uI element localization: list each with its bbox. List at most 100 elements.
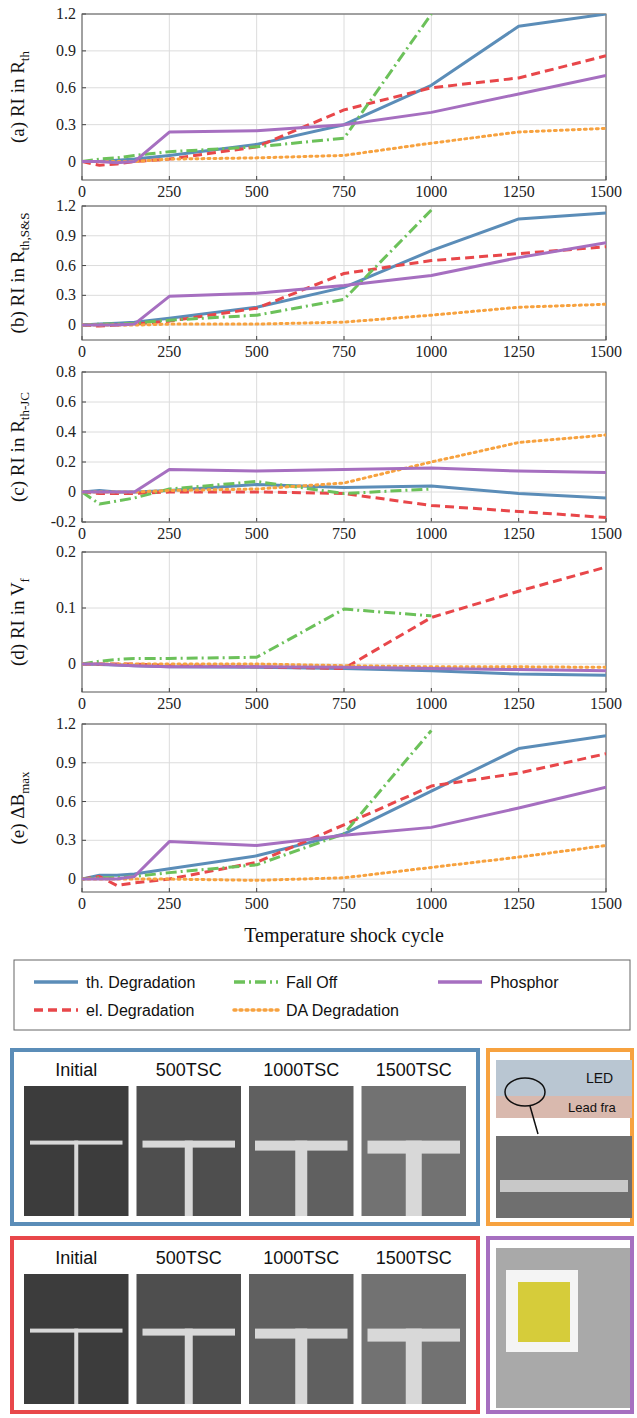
plot-frame <box>82 372 606 522</box>
plot-frame <box>82 14 606 180</box>
grid-line <box>82 235 606 236</box>
photo-caption: 1000TSC <box>263 1248 339 1268</box>
legend-swatch <box>234 980 278 984</box>
photo-caption: Initial <box>55 1060 97 1080</box>
photo-frame <box>488 1238 632 1412</box>
plot-frame <box>82 552 606 692</box>
tick <box>518 888 519 892</box>
photo-caption: 500TSC <box>156 1248 222 1268</box>
grid-line <box>82 402 606 403</box>
tick-label: 0 <box>68 655 76 672</box>
series-line: el. Degradation <box>82 754 606 886</box>
legend-label: Fall Off <box>286 974 338 991</box>
photo <box>496 1136 632 1218</box>
series-line: th. Degradation <box>82 736 606 879</box>
tick <box>344 336 345 340</box>
photo-detail <box>506 1270 578 1352</box>
photo-label: Lead fra <box>568 1100 616 1115</box>
tick-label: 0.6 <box>56 393 76 410</box>
photo-detail <box>518 1282 570 1342</box>
axis-title: (a) RI in Rth <box>7 51 32 143</box>
tick-label: 0 <box>68 870 76 887</box>
tick-label: 0.4 <box>56 423 76 440</box>
tick <box>344 888 345 892</box>
tick-label: 1.2 <box>56 5 76 22</box>
tick <box>256 688 257 692</box>
tick-label: 0 <box>78 183 86 200</box>
axis-title: Temperature shock cycle <box>244 924 444 947</box>
plot-frame <box>82 206 606 340</box>
legend-label: Phosphor <box>490 974 559 991</box>
grid-line <box>169 552 170 692</box>
legend-swatch <box>438 980 482 984</box>
grid-line <box>256 206 257 340</box>
photo <box>249 1274 354 1404</box>
axis-title-main: (c) RI in R <box>7 420 29 502</box>
photo-caption: 1500TSC <box>376 1060 452 1080</box>
tick <box>431 176 432 180</box>
series-line: el. Degradation <box>82 492 606 518</box>
grid-line <box>256 552 257 692</box>
tick <box>256 888 257 892</box>
tick-label: 0 <box>78 525 86 542</box>
axis-title-sub: th-JC <box>17 392 32 420</box>
tick <box>344 176 345 180</box>
highlight <box>505 1078 545 1106</box>
photo-detail <box>74 1141 78 1216</box>
tick <box>169 176 170 180</box>
grid-line <box>169 724 170 892</box>
tick-label: 0 <box>68 153 76 170</box>
grid-line <box>431 206 432 340</box>
axis-title: (c) RI in Rth-JC <box>7 392 32 502</box>
tick-label: 1000 <box>415 343 447 360</box>
tick-label: 500 <box>245 895 269 912</box>
tick-label: -0.2 <box>51 513 76 530</box>
photo-frame <box>12 1238 478 1412</box>
tick-label: 1500 <box>590 183 622 200</box>
tick-label: 0.9 <box>56 42 76 59</box>
series-line: Phosphor <box>82 787 606 879</box>
series-line: DA Degradation <box>82 435 606 492</box>
tick-label: 0 <box>78 695 86 712</box>
tick <box>169 336 170 340</box>
axis-title-main: (e) ΔB <box>7 794 29 845</box>
tick <box>256 176 257 180</box>
tick-label: 1250 <box>503 525 535 542</box>
tick-label: 0.1 <box>56 599 76 616</box>
tick <box>518 688 519 692</box>
series-line: el. Degradation <box>82 567 606 668</box>
tick <box>82 295 86 296</box>
legend-swatch <box>234 1008 278 1012</box>
tick-label: 0.3 <box>56 116 76 133</box>
background <box>0 0 637 1418</box>
tick <box>82 762 86 763</box>
tick-label: 0.9 <box>56 754 76 771</box>
tick-label: 500 <box>245 343 269 360</box>
photo <box>362 1274 467 1404</box>
tick <box>82 402 86 403</box>
tick <box>518 518 519 522</box>
photo-caption: 1500TSC <box>376 1248 452 1268</box>
tick-label: 1500 <box>590 343 622 360</box>
photo <box>496 1248 630 1408</box>
grid-line <box>82 462 606 463</box>
photo-detail <box>185 1141 193 1216</box>
tick-label: 750 <box>332 183 356 200</box>
arrow <box>530 1106 538 1134</box>
grid-line <box>431 372 432 522</box>
series-line: Phosphor <box>82 243 606 325</box>
tick <box>82 235 86 236</box>
tick <box>256 336 257 340</box>
tick-label: 1500 <box>590 895 622 912</box>
tick-label: 1500 <box>590 695 622 712</box>
tick-label: 1500 <box>590 525 622 542</box>
series-line: Fall Off <box>82 730 431 879</box>
grid-line <box>82 762 606 763</box>
tick-label: 500 <box>245 183 269 200</box>
tick-label: 500 <box>245 525 269 542</box>
series-line: Phosphor <box>82 75 606 162</box>
panel: 025050075010001250150000.30.60.91.2(a) R… <box>7 5 622 200</box>
grid-line <box>82 50 606 51</box>
axis-title-sub: th,S&S <box>17 213 32 251</box>
lines: th. Degradationel. DegradationFall OffDA… <box>82 730 606 885</box>
